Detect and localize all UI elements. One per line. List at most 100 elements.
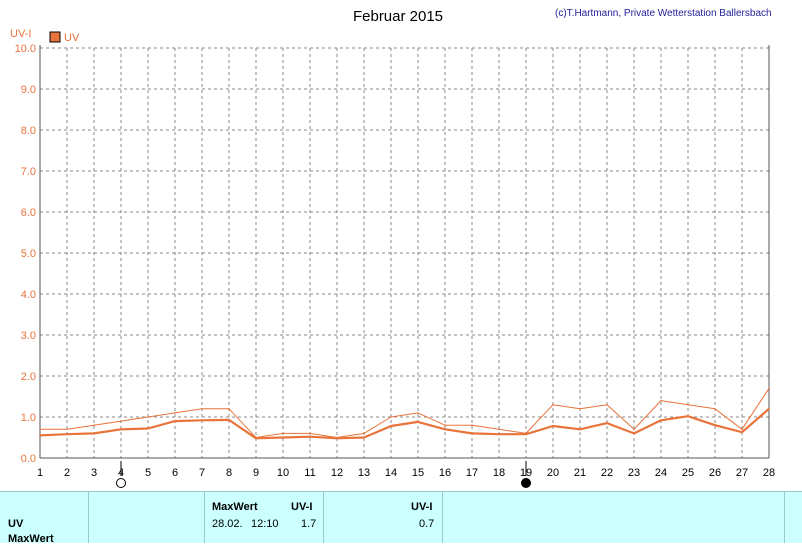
data-point: [579, 408, 581, 410]
data-point: [93, 432, 95, 435]
data-point: [174, 412, 176, 414]
x-tick-label: 8: [226, 467, 232, 479]
data-point: [471, 424, 473, 427]
data-point: [174, 420, 176, 422]
x-tick-label: 21: [574, 467, 586, 479]
data-point: [336, 437, 338, 440]
y-tick-label: 4.0: [21, 289, 36, 301]
x-tick-label: 28: [763, 467, 775, 479]
series-line-1: [39, 407, 770, 440]
table-divider: [442, 492, 443, 543]
data-point: [714, 408, 716, 410]
x-tick-label: 15: [412, 467, 424, 479]
y-tick-label: 5.0: [21, 248, 36, 260]
x-tick-label: 1: [37, 467, 43, 479]
data-point: [579, 428, 581, 431]
data-point: [39, 428, 41, 431]
legend-swatch: [49, 31, 61, 43]
data-point: [444, 424, 446, 427]
table-divider: [784, 492, 785, 543]
moon-phases: [116, 461, 531, 488]
y-tick-label: 1.0: [21, 412, 36, 424]
table-divider: [204, 492, 205, 543]
data-point: [201, 419, 203, 422]
x-tick-label: 14: [385, 467, 397, 479]
header-uvi-2: UV-I: [411, 501, 433, 513]
data-point: [66, 428, 68, 431]
data-point: [660, 419, 662, 422]
data-point: [66, 433, 68, 436]
x-tick-label: 6: [172, 467, 178, 479]
data-point: [147, 416, 149, 418]
data-point: [498, 428, 500, 431]
x-tick-label: 17: [466, 467, 478, 479]
x-tick-label: 2: [64, 467, 70, 479]
x-tick-label: 23: [628, 467, 640, 479]
y-axis-label: UV-I: [10, 28, 31, 40]
header-uvi: UV-I: [291, 501, 313, 513]
row-label-uv: UV: [8, 518, 24, 530]
data-point: [390, 425, 392, 427]
summary-table: UV MaxWert MaxWert UV-I UV-I 28.02. 12:1…: [0, 491, 802, 545]
data-point: [552, 403, 554, 406]
avg-value: 0.7: [419, 518, 435, 530]
max-time: 12:10: [251, 518, 279, 530]
data-point: [309, 432, 311, 435]
data-point: [255, 437, 257, 440]
data-point: [687, 403, 689, 406]
max-value: 1.7: [301, 518, 317, 530]
table-divider: [88, 492, 89, 543]
data-point: [552, 425, 554, 427]
y-tick-label: 6.0: [21, 207, 36, 219]
x-tick-label: 7: [199, 467, 205, 479]
data-point: [390, 416, 392, 418]
chart: 0.01.02.03.04.05.06.07.08.09.010.0 12345…: [10, 8, 775, 488]
x-tick-label: 11: [304, 467, 315, 479]
data-point: [363, 432, 365, 435]
x-tick-label: 5: [145, 467, 151, 479]
data-point: [120, 420, 122, 422]
data-point: [120, 428, 122, 431]
y-tick-label: 2.0: [21, 371, 36, 383]
axes: [39, 45, 770, 459]
data-point: [687, 415, 689, 417]
table-divider: [323, 492, 324, 543]
y-tick-label: 8.0: [21, 125, 36, 137]
x-tick-label: 3: [91, 467, 97, 479]
x-tick-label: 25: [682, 467, 694, 479]
data-point: [147, 427, 149, 430]
y-tick-label: 3.0: [21, 330, 36, 342]
row-label-maxwert: MaxWert: [8, 533, 54, 545]
x-tick-label: 10: [277, 467, 289, 479]
full-moon-icon: [116, 478, 126, 488]
x-tick-label: 16: [439, 467, 451, 479]
max-date: 28.02.: [212, 518, 243, 530]
x-tick-label: 12: [331, 467, 343, 479]
data-point: [606, 403, 608, 406]
data-point: [228, 408, 230, 410]
x-tick-label: 13: [358, 467, 370, 479]
x-tick-label: 27: [736, 467, 748, 479]
data-point: [525, 433, 527, 436]
y-ticks: 0.0 1.0 2.0 3.0 4.0 5.0 6.0 7.0 8.0 9.0 10.0: [15, 43, 36, 465]
credit-text: (c)T.Hartmann, Private Wetterstation Bal…: [555, 8, 772, 19]
data-point: [417, 412, 419, 414]
x-tick-label: 18: [493, 467, 505, 479]
data-point: [93, 424, 95, 427]
data-point: [714, 424, 716, 427]
y-tick-label: 9.0: [21, 84, 36, 96]
data-point: [768, 387, 770, 390]
data-point: [660, 399, 662, 402]
data-point: [444, 428, 446, 431]
data-point: [417, 421, 419, 423]
y-tick-label: 0.0: [21, 453, 36, 465]
x-ticks: 1234567891011121314151617181920212223242…: [37, 467, 775, 479]
legend-label: UV: [64, 32, 80, 44]
header-maxwert: MaxWert: [212, 501, 258, 513]
x-tick-label: 26: [709, 467, 721, 479]
data-point: [282, 436, 284, 439]
series-lines: [39, 387, 770, 440]
data-point: [633, 428, 635, 431]
data-point: [363, 436, 365, 439]
data-point: [201, 408, 203, 410]
